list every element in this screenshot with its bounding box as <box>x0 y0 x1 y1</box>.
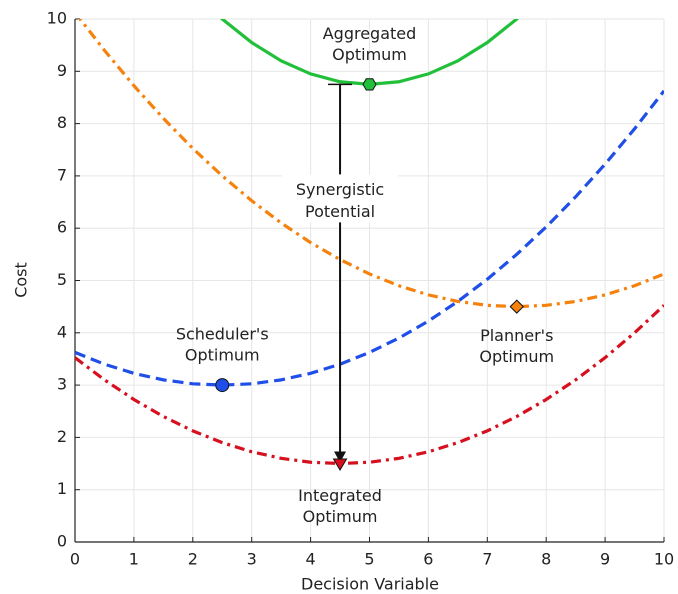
marker <box>215 378 230 393</box>
y-tick-label: 1 <box>57 479 67 498</box>
y-tick-label: 9 <box>57 61 67 80</box>
y-tick-label: 10 <box>47 9 67 28</box>
x-tick-label: 7 <box>482 550 492 569</box>
annotation: Integrated <box>298 486 382 505</box>
annotation: Scheduler's <box>176 325 269 344</box>
x-tick-label: 0 <box>70 550 80 569</box>
annotation: Synergistic <box>296 180 384 199</box>
y-tick-label: 6 <box>57 218 67 237</box>
x-tick-label: 3 <box>247 550 257 569</box>
x-tick-label: 5 <box>364 550 374 569</box>
y-axis-label: Cost <box>12 262 31 298</box>
x-tick-label: 10 <box>654 550 674 569</box>
label-bg <box>282 174 399 223</box>
series-line <box>75 304 664 466</box>
annotation: Planner's <box>480 326 553 345</box>
series-line <box>78 19 664 309</box>
annotation: Potential <box>305 202 375 221</box>
x-axis-label: Decision Variable <box>301 575 439 594</box>
x-tick-label: 6 <box>423 550 433 569</box>
annotation: Optimum <box>303 507 378 526</box>
y-tick-label: 4 <box>57 322 67 341</box>
y-tick-label: 2 <box>57 427 67 446</box>
annotation: Aggregated <box>323 24 417 43</box>
annotation: Optimum <box>479 347 554 366</box>
y-tick-label: 5 <box>57 270 67 289</box>
y-tick-label: 3 <box>57 375 67 394</box>
x-tick-label: 1 <box>129 550 139 569</box>
x-tick-label: 8 <box>541 550 551 569</box>
annotation: Optimum <box>332 45 407 64</box>
y-tick-label: 7 <box>57 165 67 184</box>
x-tick-label: 4 <box>306 550 316 569</box>
x-tick-label: 2 <box>188 550 198 569</box>
marker <box>362 78 377 91</box>
y-tick-label: 0 <box>57 532 67 551</box>
annotation: Optimum <box>185 346 260 365</box>
x-tick-label: 9 <box>600 550 610 569</box>
series-line <box>75 89 664 387</box>
y-tick-label: 8 <box>57 113 67 132</box>
marker <box>509 299 524 314</box>
marker <box>332 458 348 472</box>
arrow-head <box>334 451 347 463</box>
